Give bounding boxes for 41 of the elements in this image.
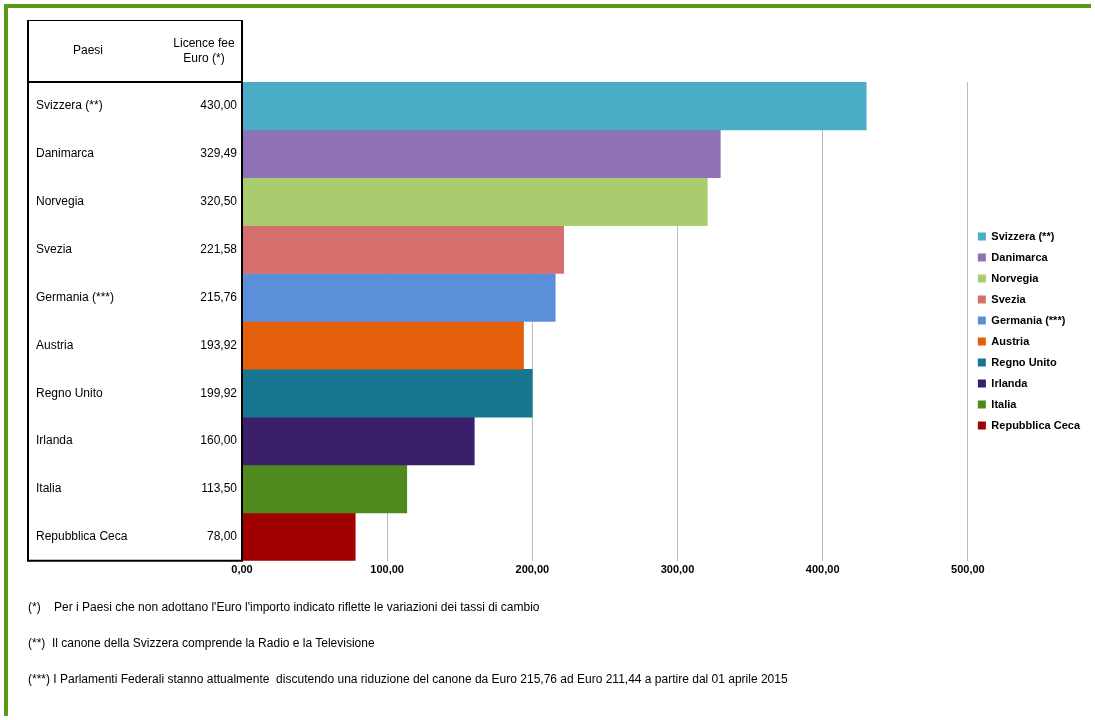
y-tick-label: Svezia [36,241,73,256]
text: Paesi [72,43,104,58]
text: (***) I Parlamenti Federali stanno attualmente discutendo una riduzione del canone da Euro 215,76 ad Euro 211,44 a partire dal 01 aprile 2015 [28,672,788,686]
x-tick-label: 400,00 [805,563,840,576]
text: (*) Per i Paesi che non adottano l'Euro l'importo indicato riflette le variazioni dei tassi di cambio [28,600,541,614]
data-label: 113,50 [201,481,238,496]
legend-label: Austria [991,334,1031,347]
legend-label: Italia [991,397,1018,410]
data-label: 221,58 [200,241,238,256]
x-tick-label: 300,00 [660,563,695,576]
data-label: 199,92 [200,385,238,400]
data-label: 160,00 [200,433,238,448]
y-tick-label: Irlanda [36,433,74,448]
y-tick-label: Italia [36,481,62,496]
legend-label: Danimarca [991,250,1049,263]
x-tick-label: 0,00 [231,563,253,576]
x-tick-label: 200,00 [515,563,550,576]
y-tick-label: Norvegia [36,194,85,209]
data-label: 193,92 [200,337,238,352]
y-tick-label: Danimarca [36,146,95,161]
y-tick-label: Repubblica Ceca [36,529,128,544]
legend-label: Norvegia [991,271,1040,284]
y-tick-label: Germania (***) [36,289,115,304]
legend-label: Svezia [991,292,1027,305]
legend-label: Svizzera (**) [991,229,1055,242]
data-label: 430,00 [200,98,238,113]
text: Licence fee Euro (*) [173,35,236,65]
legend-label: Irlanda [991,376,1029,389]
data-label: 329,49 [200,146,238,161]
data-label: 320,50 [200,194,238,209]
legend-label: Repubblica Ceca [991,418,1081,431]
legend-label: Germania (***) [991,313,1066,326]
y-tick-label: Austria [36,337,74,352]
x-tick-label: 500,00 [951,563,985,576]
y-tick-label: Svizzera (**) [36,98,103,113]
legend-label: Regno Unito [991,355,1058,368]
y-tick-label: Regno Unito [36,385,104,400]
x-tick-label: 100,00 [370,563,404,576]
data-label: 78,00 [206,529,238,544]
text: (**) Il canone della Svizzera comprende la Radio e la Televisione [28,636,376,650]
data-label: 215,76 [200,289,238,304]
